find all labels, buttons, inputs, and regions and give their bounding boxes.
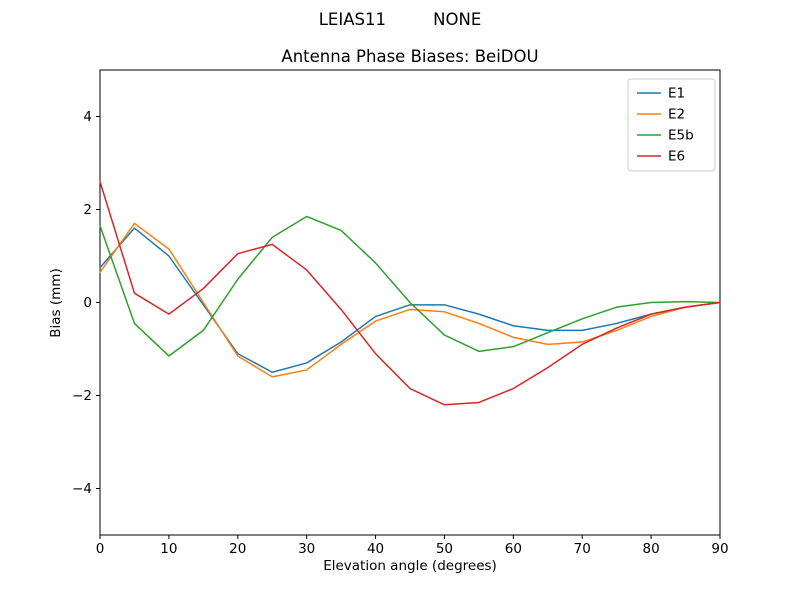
x-tick-label: 50 — [436, 541, 453, 557]
legend-label-E2: E2 — [668, 107, 685, 123]
y-tick-label: 2 — [83, 202, 92, 218]
figure-suptitle: LEIAS11 NONE — [318, 10, 482, 29]
y-tick-label: 0 — [83, 295, 92, 311]
x-tick-label: 0 — [96, 541, 105, 557]
legend-label-E5b: E5b — [668, 128, 694, 144]
series-line-E5b — [99, 215, 721, 357]
x-tick-label: 40 — [367, 541, 384, 557]
legend-label-E1: E1 — [668, 86, 685, 102]
x-tick-label: 90 — [711, 541, 728, 557]
x-tick-label: 10 — [160, 541, 177, 557]
y-tick-label: −4 — [72, 481, 92, 497]
y-tick-label: 4 — [83, 109, 92, 125]
x-tick-label: 20 — [229, 541, 246, 557]
legend-label-E6: E6 — [668, 149, 685, 165]
y-tick-label: −2 — [72, 388, 92, 404]
series-line-E1 — [99, 227, 721, 373]
series-line-E6 — [99, 180, 721, 406]
x-tick-label: 30 — [298, 541, 315, 557]
x-tick-label: 60 — [505, 541, 522, 557]
series-line-E2 — [99, 222, 721, 378]
x-axis-label: Elevation angle (degrees) — [323, 558, 497, 574]
legend-box — [627, 78, 716, 172]
x-tick-label: 70 — [574, 541, 591, 557]
x-tick-label: 80 — [643, 541, 660, 557]
chart-title: Antenna Phase Biases: BeiDOU — [281, 47, 539, 66]
